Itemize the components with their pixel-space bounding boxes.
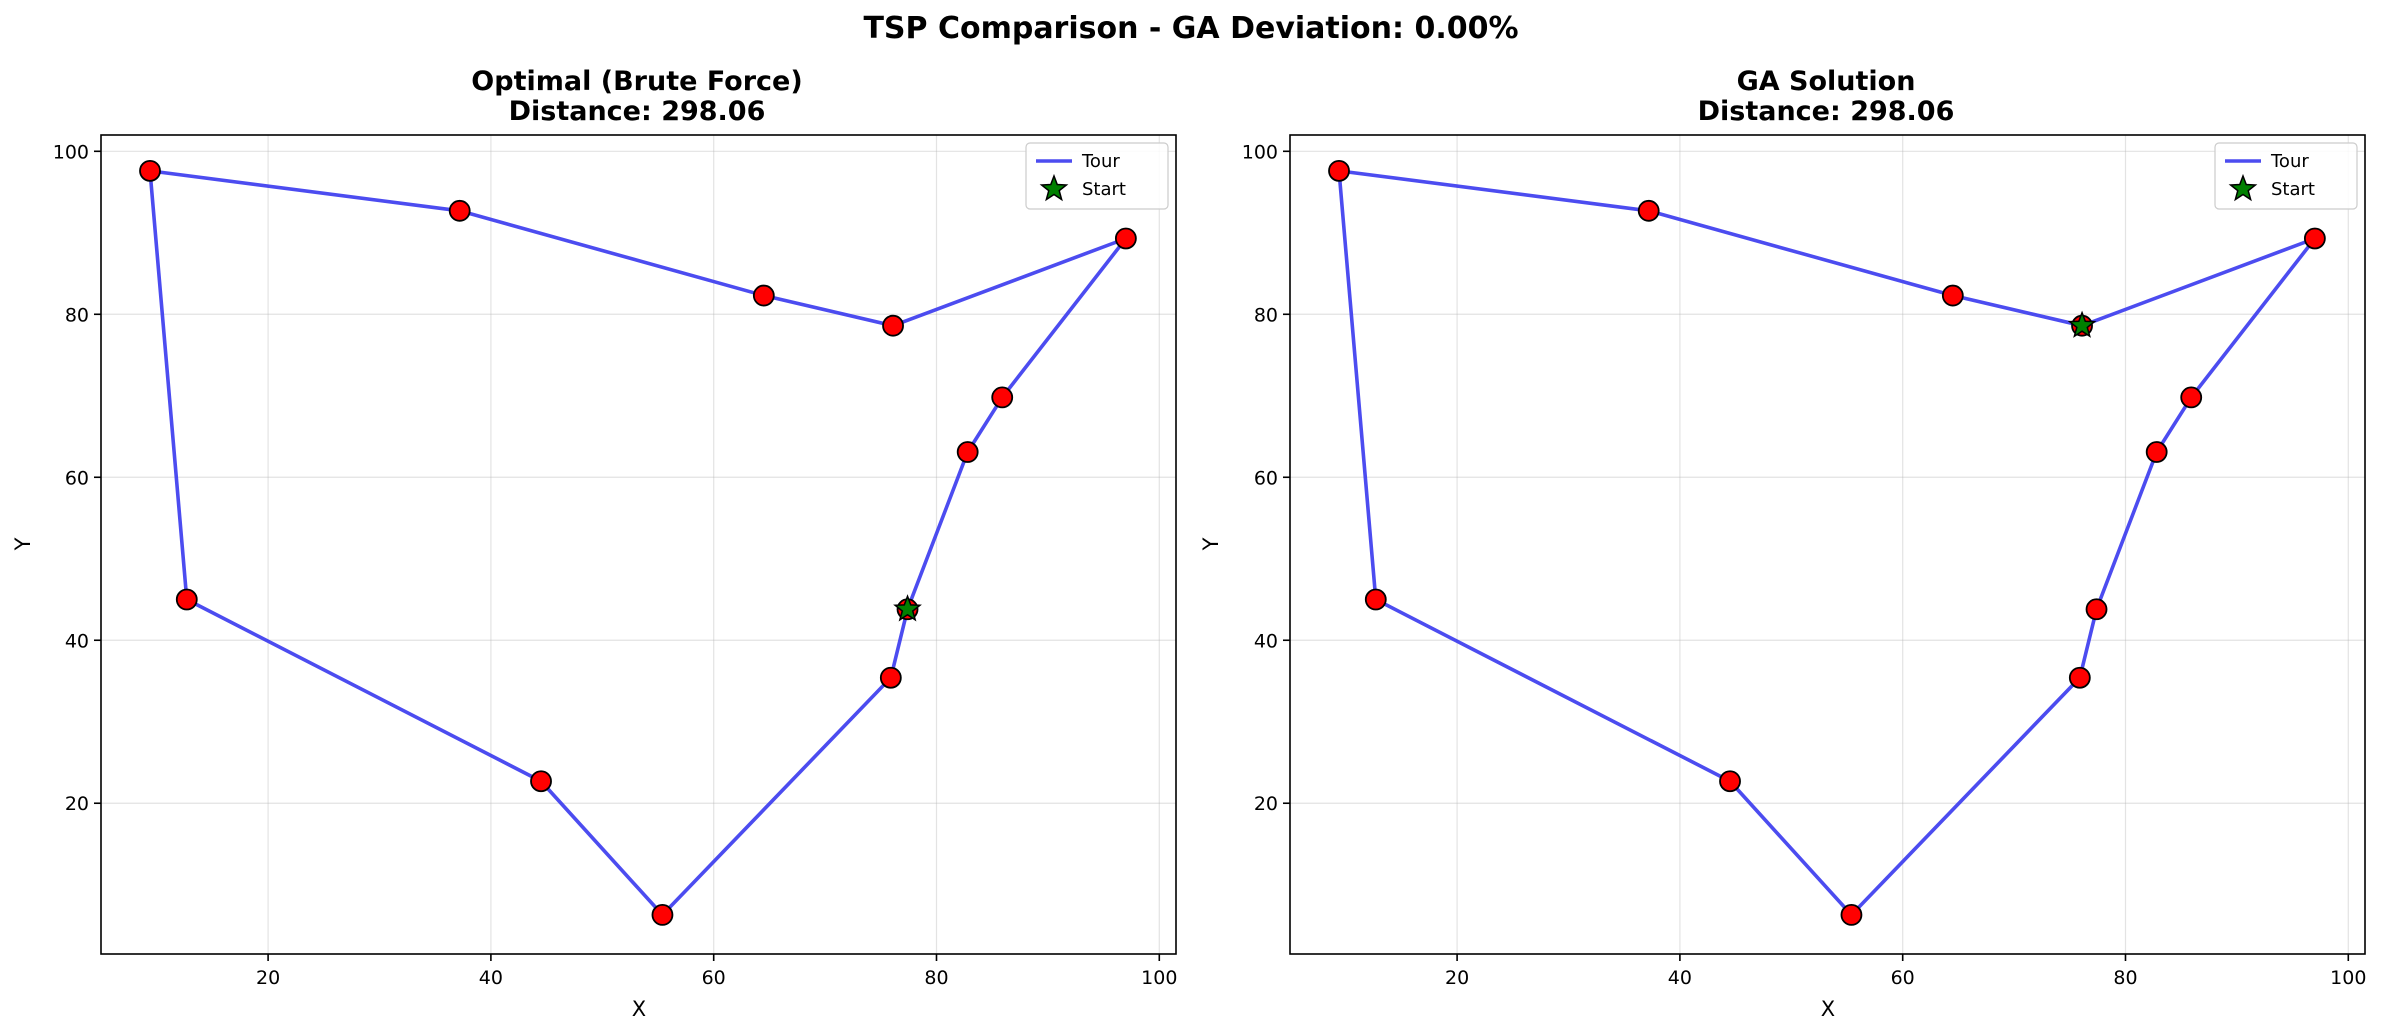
x-tick-label: 40 [1668, 967, 1692, 989]
city-point [1840, 903, 1863, 926]
city-point [448, 199, 471, 222]
legend: Tour Start [1025, 142, 1169, 210]
axis-ticks: 20 40 60 80 100 20 40 60 80 100 [1242, 141, 2367, 989]
legend-start-label: Start [1082, 179, 1126, 200]
y-tick-label: 20 [1254, 793, 1278, 815]
x-tick-label: 60 [1891, 967, 1915, 989]
figure-suptitle: TSP Comparison - GA Deviation: 0.00% [863, 11, 1518, 46]
legend-tour-label: Tour [1081, 151, 1120, 172]
legend-start-swatch [2228, 173, 2258, 202]
optimal-panel: Optimal (Brute Force) Distance: 298.06 X… [11, 66, 1177, 1021]
axes-frame [100, 134, 1177, 955]
panel-title: Optimal (Brute Force) [471, 66, 802, 97]
x-tick-label: 100 [1141, 967, 1177, 989]
city-point [1364, 588, 1387, 611]
city-point [1941, 284, 1964, 307]
city-point [1328, 159, 1350, 182]
city-point [752, 284, 775, 307]
city-point [2085, 598, 2108, 621]
legend-start-swatch [1039, 173, 1069, 202]
city-point [879, 666, 902, 689]
x-tick-label: 20 [1445, 967, 1469, 989]
start-marker [2067, 310, 2097, 338]
city-point [1114, 227, 1137, 250]
city-point [956, 441, 979, 463]
panel-title: GA Solution [1737, 66, 1916, 97]
legend-start-label: Start [2271, 179, 2315, 200]
x-axis-label: X [1821, 997, 1835, 1021]
city-point [882, 314, 904, 337]
panel-distance: Distance: 298.06 [509, 96, 766, 127]
legend-tour-label: Tour [2270, 151, 2309, 172]
city-point [175, 588, 198, 611]
x-tick-label: 40 [479, 967, 503, 989]
y-tick-label: 20 [65, 793, 89, 815]
city-point [530, 770, 552, 793]
y-tick-label: 40 [1254, 630, 1278, 652]
y-axis-label: Y [1199, 537, 1223, 551]
x-tick-label: 60 [702, 967, 726, 989]
axis-ticks: 20 40 60 80 100 20 40 60 80 100 [53, 141, 1178, 989]
city-point [991, 386, 1014, 409]
legend: Tour Start [2214, 142, 2358, 210]
city-point [651, 903, 674, 926]
y-tick-label: 80 [65, 304, 89, 326]
axes-frame [1289, 134, 2366, 955]
x-tick-label: 20 [256, 967, 280, 989]
start-marker [893, 594, 922, 622]
y-tick-label: 100 [1242, 141, 1278, 163]
y-axis-label: Y [11, 537, 35, 551]
y-tick-label: 100 [53, 141, 89, 163]
city-point [1637, 199, 1660, 222]
plot-area [100, 134, 1177, 955]
x-tick-label: 80 [924, 967, 948, 989]
y-tick-label: 40 [65, 630, 89, 652]
x-tick-label: 100 [2330, 967, 2366, 989]
ga-panel: GA Solution Distance: 298.06 X Y 20 40 60 8… [1199, 66, 2366, 1021]
city-point [139, 159, 161, 182]
city-point [2068, 666, 2091, 689]
plot-area [1289, 134, 2366, 955]
city-point [2303, 227, 2326, 250]
y-tick-label: 80 [1254, 304, 1278, 326]
y-tick-label: 60 [1254, 467, 1278, 489]
x-tick-label: 80 [2113, 967, 2137, 989]
y-tick-label: 60 [65, 467, 89, 489]
x-axis-label: X [632, 997, 646, 1021]
panel-distance: Distance: 298.06 [1698, 96, 1955, 127]
city-point [2145, 441, 2168, 463]
city-point [1719, 770, 1741, 793]
city-point [2180, 386, 2203, 409]
